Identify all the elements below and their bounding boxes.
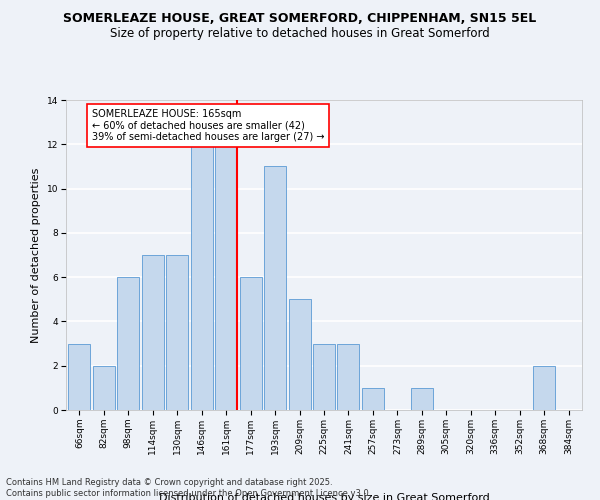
Bar	[166, 255, 188, 410]
Bar	[142, 255, 164, 410]
Bar	[313, 344, 335, 410]
Text: SOMERLEAZE HOUSE: 165sqm
← 60% of detached houses are smaller (42)
39% of semi-d: SOMERLEAZE HOUSE: 165sqm ← 60% of detach…	[92, 109, 324, 142]
Bar	[362, 388, 384, 410]
X-axis label: Distribution of detached houses by size in Great Somerford: Distribution of detached houses by size …	[158, 493, 490, 500]
Bar	[191, 144, 213, 410]
Bar	[264, 166, 286, 410]
Bar	[239, 277, 262, 410]
Bar	[289, 300, 311, 410]
Bar	[118, 277, 139, 410]
Text: SOMERLEAZE HOUSE, GREAT SOMERFORD, CHIPPENHAM, SN15 5EL: SOMERLEAZE HOUSE, GREAT SOMERFORD, CHIPP…	[64, 12, 536, 26]
Bar	[93, 366, 115, 410]
Bar	[68, 344, 91, 410]
Text: Size of property relative to detached houses in Great Somerford: Size of property relative to detached ho…	[110, 28, 490, 40]
Y-axis label: Number of detached properties: Number of detached properties	[31, 168, 41, 342]
Text: Contains HM Land Registry data © Crown copyright and database right 2025.
Contai: Contains HM Land Registry data © Crown c…	[6, 478, 371, 498]
Bar	[411, 388, 433, 410]
Bar	[215, 144, 237, 410]
Bar	[337, 344, 359, 410]
Bar	[533, 366, 555, 410]
